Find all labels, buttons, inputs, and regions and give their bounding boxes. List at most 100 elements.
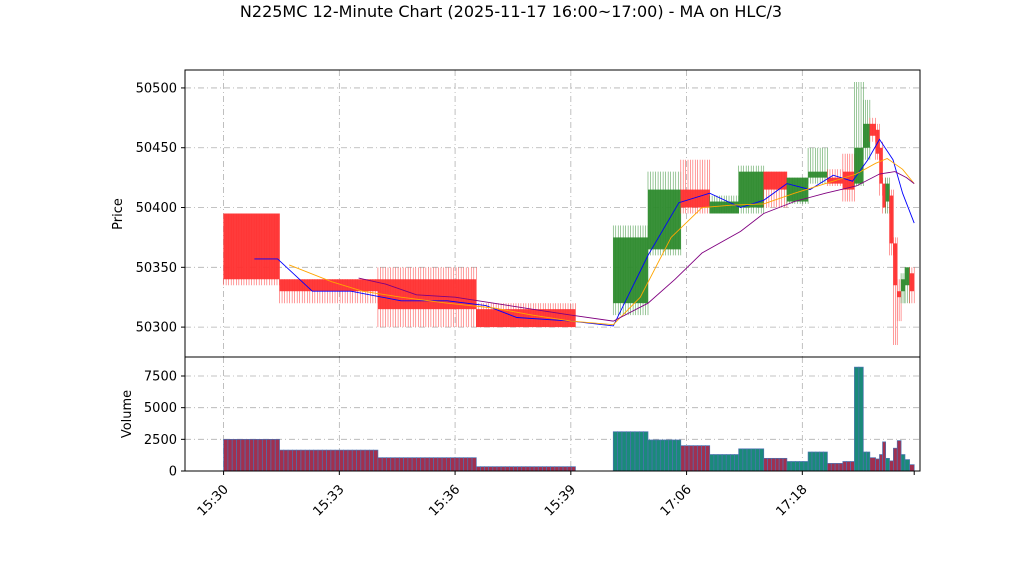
volume-bar xyxy=(326,449,332,472)
volume-bar-group xyxy=(869,457,876,472)
volume-bar xyxy=(398,457,404,472)
volume-tick-label: 5000 xyxy=(144,401,177,416)
volume-bar-group xyxy=(738,448,765,472)
volume-bar-group xyxy=(709,454,740,472)
volume-bar xyxy=(893,447,898,472)
volume-y-axis: 0 2500 5000 7500 xyxy=(144,370,185,480)
volume-bar xyxy=(343,449,349,472)
candle-body xyxy=(879,147,883,184)
chart-title: N225MC 12-Minute Chart (2025-11-17 16:00… xyxy=(240,2,782,21)
volume-bar xyxy=(738,448,744,472)
volume-bar xyxy=(428,457,434,472)
volume-bar xyxy=(321,449,327,472)
volume-panel-frame xyxy=(184,356,921,472)
volume-bar xyxy=(680,445,686,472)
volume-bar xyxy=(909,464,915,472)
volume-bar-group xyxy=(475,466,576,472)
volume-bar xyxy=(411,457,417,472)
candle-wicks xyxy=(896,279,902,322)
volume-bar xyxy=(676,439,682,472)
volume-bar-group xyxy=(680,445,711,472)
price-tick-label: 50300 xyxy=(136,321,177,336)
volume-bar xyxy=(696,445,702,472)
candle-body xyxy=(901,279,905,292)
volume-bar-group xyxy=(377,457,477,472)
volume-bar xyxy=(850,461,855,472)
volume-bar xyxy=(257,438,263,472)
volume-bar xyxy=(266,438,272,472)
volume-bar xyxy=(317,449,323,472)
volume-bar xyxy=(630,431,636,472)
volume-bar xyxy=(521,466,527,472)
candle-body xyxy=(613,237,648,304)
volume-bar xyxy=(834,463,840,472)
volume-bar xyxy=(617,431,623,472)
volume-bar xyxy=(566,466,572,472)
volume-bar xyxy=(734,454,740,472)
volume-bar xyxy=(403,457,409,472)
volume-bar xyxy=(537,466,543,472)
volume-bar xyxy=(721,454,727,472)
volume-bar xyxy=(709,454,715,472)
volume-bar xyxy=(659,439,665,472)
volume-bar xyxy=(570,466,576,472)
volume-bar xyxy=(638,431,645,472)
volume-bar xyxy=(823,451,828,472)
volume-bar xyxy=(742,448,748,472)
volume-bar xyxy=(446,457,451,472)
volume-bar xyxy=(542,466,547,472)
volume-bar-group xyxy=(909,464,915,472)
volume-bar xyxy=(454,457,460,472)
volume-bar-group xyxy=(900,454,906,472)
volume-bar xyxy=(496,466,502,472)
volume-bar xyxy=(471,457,477,472)
volume-bar xyxy=(492,466,498,472)
candle-body xyxy=(909,273,915,292)
volume-bar xyxy=(842,461,848,472)
volume-bar xyxy=(651,439,657,472)
volume-bar-group xyxy=(807,451,828,472)
volume-bar xyxy=(621,431,627,472)
candle-body xyxy=(709,201,739,214)
volume-bar xyxy=(668,439,673,472)
volume-bar xyxy=(634,431,640,472)
volume-bar xyxy=(879,454,883,472)
volume-bar-group xyxy=(904,459,910,472)
price-y-axis: 50300 50350 50400 50450 50500 xyxy=(136,81,185,336)
volume-bar xyxy=(407,457,413,472)
volume-bar xyxy=(889,460,894,472)
volume-bar xyxy=(441,457,447,472)
volume-bar xyxy=(504,466,510,472)
x-tick-label: 15:39 xyxy=(542,482,579,519)
volume-bar xyxy=(390,457,396,472)
volume-bar xyxy=(643,431,649,472)
moving-average-line xyxy=(289,157,915,326)
volume-bar-group xyxy=(763,457,788,472)
candle-wicks xyxy=(807,147,828,184)
volume-bar xyxy=(244,438,250,472)
volume-bar xyxy=(420,457,426,472)
candle-body xyxy=(893,243,898,286)
candle-body xyxy=(854,147,864,184)
volume-bar xyxy=(484,466,490,472)
volume-bar xyxy=(900,454,906,472)
volume-tick-label: 7500 xyxy=(144,370,177,385)
volume-bar xyxy=(684,445,690,472)
volume-bar xyxy=(227,438,233,472)
volume-tick-label: 0 xyxy=(169,465,177,480)
volume-bar xyxy=(240,438,246,472)
volume-bar xyxy=(223,438,229,472)
volume-bar-group xyxy=(893,447,898,472)
volume-bar-group xyxy=(885,457,890,472)
volume-bar xyxy=(725,454,731,472)
volume-bar xyxy=(249,438,255,472)
volume-bar xyxy=(550,466,556,472)
volume-bar xyxy=(688,445,694,472)
volume-bar xyxy=(647,439,653,472)
price-tick-label: 50500 xyxy=(136,81,177,96)
volume-bar xyxy=(778,457,784,472)
volume-bar xyxy=(819,451,824,472)
volume-bar xyxy=(467,457,473,472)
volume-bar xyxy=(763,457,768,472)
volume-bar xyxy=(475,466,481,472)
